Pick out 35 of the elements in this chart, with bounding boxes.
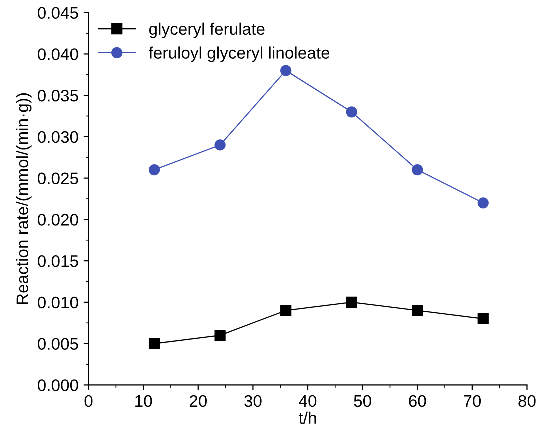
point <box>478 198 489 209</box>
y-tick-label: 0.040 <box>38 48 78 60</box>
point <box>478 313 489 325</box>
point <box>412 305 424 316</box>
x-tick-label: 10 <box>136 395 152 408</box>
y-tick-label: 0.035 <box>38 90 78 102</box>
point <box>148 164 160 176</box>
point <box>412 164 424 176</box>
point <box>346 106 358 118</box>
y-tick-label: 0.005 <box>38 338 78 350</box>
x-tick-label: 80 <box>518 395 536 408</box>
x-tick-label: 40 <box>299 395 317 408</box>
y-tick-label: 0.045 <box>38 7 78 20</box>
legend-label: glyceryl ferulate <box>149 22 265 38</box>
point <box>280 305 292 316</box>
y-axis-title: Reaction rate/(mmol/(min·g)) <box>16 94 32 304</box>
point <box>214 330 226 342</box>
y-tick-label: 0.025 <box>38 172 78 185</box>
x-tick-label: 50 <box>354 395 372 408</box>
y-tick-label: 0.020 <box>38 214 78 226</box>
legend-label: feruloyl glyceryl linoleate <box>149 46 330 62</box>
y-tick-label: 0.015 <box>38 255 78 268</box>
y-tick-label: 0.030 <box>38 131 78 144</box>
point <box>346 296 358 308</box>
y-tick-label: 0.000 <box>38 380 78 392</box>
x-tick-label: 30 <box>244 395 262 408</box>
x-axis-title: t/h <box>298 412 316 424</box>
point <box>214 140 226 151</box>
y-tick-label: 0.010 <box>38 296 78 309</box>
x-tick-label: 60 <box>409 395 426 408</box>
x-tick-label: 70 <box>464 395 482 408</box>
x-tick-label: 20 <box>190 395 208 408</box>
point <box>280 65 292 76</box>
point <box>148 338 160 350</box>
x-tick-label: 0 <box>84 395 93 408</box>
